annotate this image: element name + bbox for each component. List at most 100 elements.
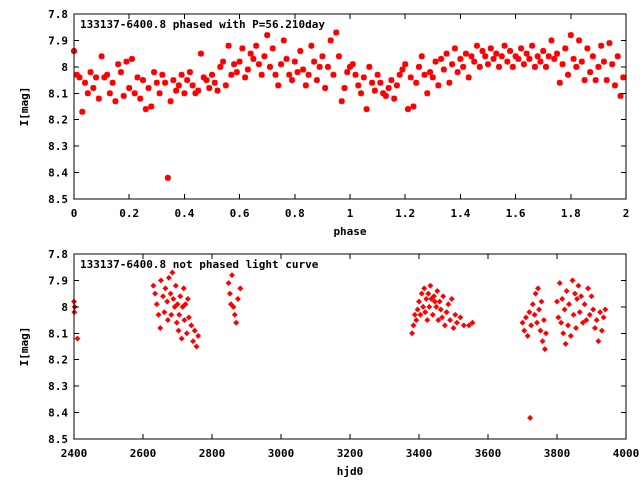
data-point [566, 301, 573, 308]
data-point [457, 55, 464, 62]
data-point [574, 295, 580, 302]
data-point [186, 69, 193, 76]
data-point [562, 45, 569, 52]
data-point [595, 63, 602, 70]
data-point [603, 77, 610, 84]
data-point [79, 108, 86, 115]
data-point [521, 327, 528, 334]
data-point [234, 295, 241, 302]
data-point [396, 71, 403, 78]
data-point [435, 82, 442, 89]
data-point [253, 42, 260, 49]
data-point [229, 272, 235, 279]
data-point [178, 335, 185, 342]
data-point [164, 317, 171, 324]
data-point [140, 77, 146, 84]
data-point [487, 45, 494, 52]
data-point [173, 87, 180, 94]
data-point [447, 317, 454, 324]
data-point [231, 311, 238, 318]
data-point [555, 314, 562, 321]
data-point [567, 32, 574, 39]
data-point [231, 61, 238, 68]
data-point [523, 50, 530, 57]
data-point [360, 74, 367, 81]
data-point [465, 74, 472, 81]
plot-frame-phased [73, 13, 627, 200]
data-point [377, 79, 384, 86]
data-point [366, 63, 373, 70]
data-point [562, 340, 569, 347]
data-point [184, 77, 191, 84]
data-point [571, 290, 578, 297]
data-point [423, 295, 430, 302]
y-tick-label: 8 [61, 61, 68, 74]
data-point [585, 285, 592, 292]
x-tick-label: 2600 [130, 447, 157, 460]
data-point [344, 69, 351, 76]
data-point [380, 90, 387, 97]
data-point [512, 53, 519, 60]
data-point [573, 63, 580, 70]
data-point [311, 58, 318, 65]
data-point [283, 55, 290, 62]
x-tick-label: 1 [347, 207, 354, 220]
data-point [197, 50, 204, 57]
data-point [588, 293, 595, 300]
data-point [300, 66, 307, 73]
data-point [225, 280, 232, 287]
y-tick-label: 8 [61, 301, 68, 314]
data-point [460, 63, 467, 70]
data-point [322, 85, 329, 91]
data-point [188, 322, 195, 329]
data-point [559, 295, 566, 302]
x-tick-label: 3200 [337, 447, 364, 460]
data-point [106, 90, 113, 97]
data-point [371, 87, 378, 94]
data-point [250, 55, 257, 62]
data-point [291, 58, 298, 65]
data-point [289, 77, 296, 84]
data-point [438, 55, 445, 62]
data-point [449, 61, 456, 68]
data-point [417, 311, 424, 318]
y-tick-label: 8.2 [48, 354, 68, 367]
x-tick-label: 3000 [268, 447, 295, 460]
data-point [302, 82, 309, 89]
data-point [542, 63, 549, 70]
data-point [244, 66, 251, 73]
data-point [217, 63, 224, 70]
data-point [157, 325, 164, 331]
data-point [558, 319, 565, 326]
data-point [319, 53, 326, 60]
data-point [162, 79, 169, 86]
data-point [209, 71, 215, 78]
data-point [443, 50, 450, 57]
data-point [551, 55, 558, 62]
data-point [548, 37, 555, 44]
x-tick-label: 4000 [613, 447, 640, 460]
data-point [261, 53, 268, 60]
data-point [200, 74, 207, 81]
data-point [184, 295, 191, 302]
data-point [426, 303, 433, 310]
data-point [175, 327, 182, 334]
chart-unphased: 2400 2600 2800 3000 3200 3400 3600 3800 4000 7.8 7… [18, 248, 639, 478]
data-point [148, 103, 155, 110]
data-point [462, 50, 469, 57]
data-point [527, 414, 534, 421]
data-point [471, 58, 478, 65]
data-point [73, 71, 80, 78]
y-tick-label: 8.5 [48, 433, 68, 446]
data-point [160, 293, 166, 300]
data-point [247, 50, 254, 57]
data-point [391, 95, 398, 102]
data-point [170, 295, 177, 302]
y-axis-label-unphased: I[mag] [18, 327, 31, 367]
data-point [560, 330, 567, 337]
y-tick-label: 7.9 [48, 34, 68, 47]
data-point [193, 343, 200, 350]
chart-title-unphased: 133137-6400.8 not phased light curve [80, 258, 319, 271]
data-point [341, 85, 348, 91]
data-point [123, 58, 130, 65]
